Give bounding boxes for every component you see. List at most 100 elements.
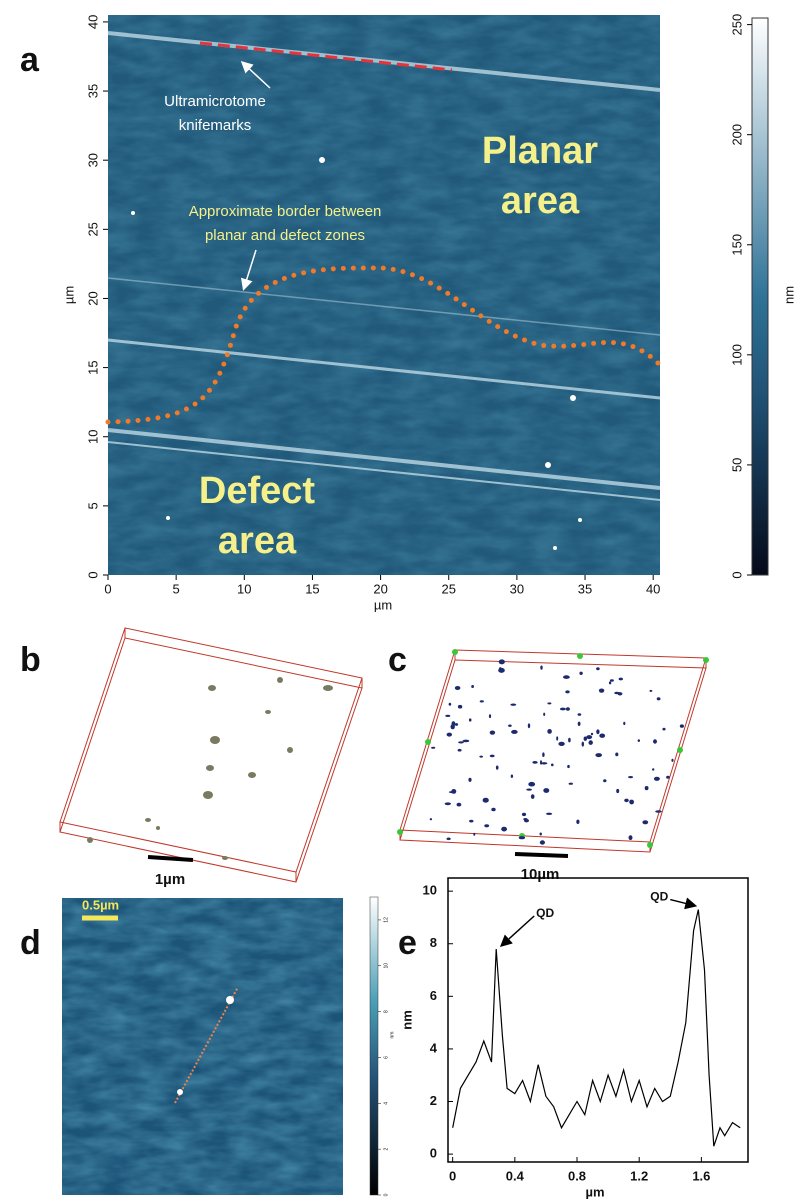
particle: [531, 794, 535, 799]
particle: [522, 813, 526, 816]
panel-label: c: [388, 641, 407, 679]
particle: [508, 725, 512, 727]
colorbar-tick-label: 10: [383, 963, 389, 969]
particle: [447, 733, 452, 737]
particle: [567, 765, 570, 768]
particle: [540, 833, 542, 836]
particle: [657, 697, 661, 700]
y-tick-label: 10: [423, 883, 437, 898]
particle: [499, 659, 505, 664]
panel-label: d: [20, 924, 41, 962]
colorbar-tick-label: 0: [383, 1193, 389, 1196]
particle: [479, 756, 483, 758]
x-tick-label: 15: [305, 581, 319, 596]
particle: [596, 667, 600, 670]
colorbar-tick-label: 50: [729, 458, 744, 472]
y-tick-label: 25: [85, 222, 100, 236]
particle: [619, 678, 623, 681]
particle: [451, 789, 456, 794]
x-tick-label: 30: [510, 581, 524, 596]
particle: [642, 820, 648, 824]
particle: [458, 741, 464, 743]
particle: [547, 702, 551, 704]
particle: [650, 690, 653, 692]
panel-label: a: [20, 41, 40, 79]
colorbar-tick-label: 0: [729, 571, 744, 578]
x-tick-label: 25: [442, 581, 456, 596]
x-tick-label: 35: [578, 581, 592, 596]
scale-bar-label: 1µm: [155, 871, 185, 888]
particle: [645, 786, 649, 790]
particle: [560, 708, 566, 711]
y-tick-label: 6: [430, 988, 437, 1003]
particle: [579, 672, 582, 675]
particle: [629, 800, 634, 805]
particle: [566, 707, 570, 711]
particle: [591, 733, 593, 735]
y-tick-label: 5: [85, 502, 100, 509]
particle: [498, 668, 505, 673]
colorbar-tick-label: 100: [729, 344, 744, 366]
region-label: area: [218, 520, 297, 562]
particle: [458, 749, 462, 752]
particle: [463, 740, 470, 743]
scale-bar-label: 0.5µm: [82, 897, 119, 912]
colorbar-tick-label: 8: [383, 1010, 389, 1013]
colorbar-tick-label: 12: [383, 917, 389, 923]
particle: [609, 681, 611, 684]
page: {"panel_a": {"label": "a", "x_axis_label…: [0, 0, 811, 1202]
particle: [510, 704, 516, 706]
x-tick-label: 20: [373, 581, 387, 596]
particle: [532, 761, 537, 764]
particle: [615, 753, 618, 757]
y-tick-label: 30: [85, 153, 100, 167]
particle: [563, 675, 570, 679]
particle: [547, 729, 552, 734]
particle: [480, 700, 484, 702]
particle: [455, 723, 458, 726]
x-tick-label: 0.8: [568, 1168, 586, 1183]
particle: [569, 783, 573, 785]
x-axis-label: µm: [585, 1184, 604, 1199]
y-tick-label: 20: [85, 291, 100, 305]
particle: [499, 667, 501, 669]
box-3d: [60, 628, 362, 882]
particle: [624, 799, 629, 803]
particle: [558, 742, 564, 746]
particle: [490, 755, 495, 758]
particle: [628, 776, 633, 778]
particle: [452, 721, 456, 726]
particle: [469, 718, 472, 721]
annotation: planar and defect zones: [205, 227, 365, 244]
x-tick-label: 0: [104, 581, 111, 596]
x-axis-label: µm: [374, 597, 392, 612]
x-tick-label: 0.4: [506, 1168, 525, 1183]
particles: [430, 659, 684, 844]
particle: [469, 820, 473, 823]
colorbar-tick-label: 2: [383, 1148, 389, 1151]
particle: [430, 818, 432, 820]
colorbar: [752, 18, 768, 575]
y-tick-label: 35: [85, 84, 100, 98]
corner-markers: [397, 649, 709, 848]
particle: [484, 824, 489, 827]
y-tick-label: 15: [85, 360, 100, 374]
particle: [680, 724, 684, 727]
particle: [483, 798, 489, 803]
y-tick-label: 10: [85, 429, 100, 443]
particle: [603, 779, 606, 782]
colorbar-tick-label: 200: [729, 124, 744, 146]
profile-line: [453, 910, 741, 1147]
particle: [595, 753, 602, 757]
particle: [540, 666, 542, 670]
colorbar-tick-label: 150: [729, 234, 744, 256]
annotation: QD: [536, 906, 554, 920]
annotation-arrow: [670, 900, 694, 906]
particle: [431, 747, 435, 749]
particle: [629, 835, 633, 840]
particle: [546, 813, 552, 815]
y-tick-label: 2: [430, 1093, 437, 1108]
particle: [489, 714, 491, 718]
particle: [652, 768, 654, 770]
particle: [576, 820, 579, 824]
